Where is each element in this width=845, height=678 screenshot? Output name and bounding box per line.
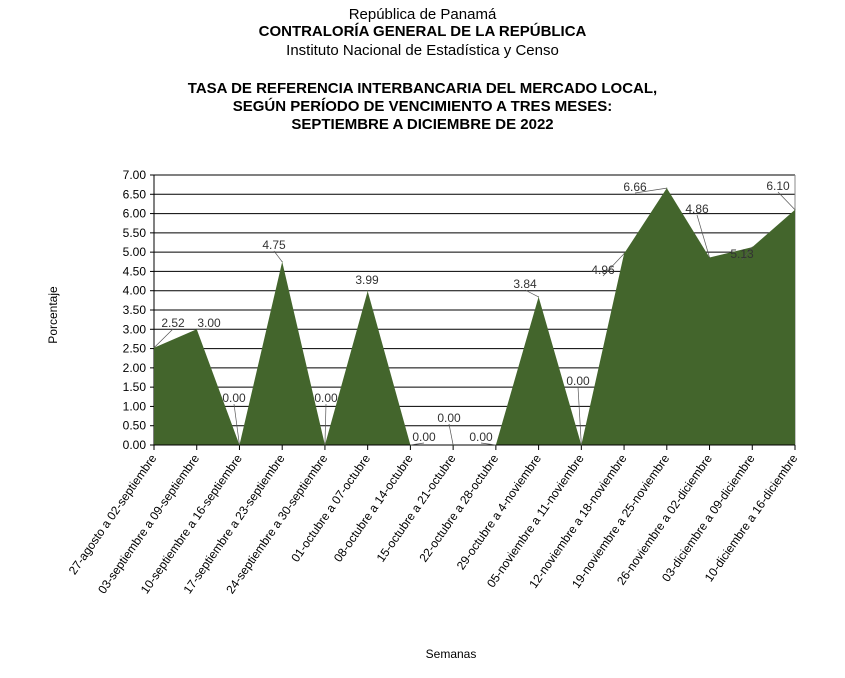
leader-line [448, 423, 454, 446]
y-tick-label: 2.00 [123, 361, 147, 375]
x-tick-label: 27-agosto a 02-septiembre [66, 451, 160, 577]
y-tick-label: 6.00 [123, 207, 147, 221]
data-label: 0.00 [566, 374, 590, 388]
header-contraloria: CONTRALORÍA GENERAL DE LA REPÚBLICA [258, 23, 587, 40]
leader-line [634, 187, 667, 194]
data-point [367, 290, 369, 292]
leader-line [273, 250, 283, 262]
data-label: 3.99 [355, 273, 379, 287]
data-label: 2.52 [161, 316, 185, 330]
y-tick-label: 0.50 [123, 419, 147, 433]
data-label: 0.00 [222, 391, 246, 405]
y-tick-label: 5.50 [123, 226, 147, 240]
data-label: 4.86 [685, 202, 709, 216]
x-tick-label: 08-octubre a 14-octubre [331, 451, 416, 564]
data-label: 3.84 [513, 277, 537, 291]
y-axis-label: Porcentaje [46, 286, 60, 344]
leader-line [696, 214, 710, 258]
x-tick-label: 29-octubre a 4-noviembre [454, 451, 544, 572]
leader-line [153, 328, 174, 349]
y-tick-label: 3.50 [123, 303, 147, 317]
y-tick-label: 1.00 [123, 399, 147, 413]
y-tick-label: 0.00 [123, 438, 147, 452]
x-tick-label: 15-octubre a 21-octubre [374, 451, 459, 564]
x-axis-label: Semanas [426, 647, 477, 661]
leader-line [480, 442, 496, 446]
y-tick-label: 4.50 [123, 264, 147, 278]
leader-line [602, 253, 625, 277]
area-series [154, 188, 795, 445]
leader-line [741, 246, 753, 261]
x-tick-label: 22-octubre a 28-octubre [416, 451, 501, 564]
leader-line [524, 289, 539, 298]
chart-title: TASA DE REFERENCIA INTERBANCARIA DEL MER… [0, 80, 845, 134]
leader-line [410, 442, 425, 446]
data-label: 6.10 [766, 179, 790, 193]
y-tick-label: 7.00 [123, 168, 147, 182]
data-label: 0.00 [314, 391, 338, 405]
leader-line [324, 403, 327, 446]
chart-title-line3: SEPTIEMBRE A DICIEMBRE DE 2022 [291, 116, 554, 133]
header-inec: Instituto Nacional de Estadística y Cens… [286, 42, 559, 59]
data-label: 4.96 [591, 263, 615, 277]
chart-title-line2: SEGÚN PERÍODO DE VENCIMIENTO A TRES MESE… [232, 98, 613, 115]
y-tick-label: 2.50 [123, 342, 147, 356]
leader-line [777, 191, 796, 210]
data-label: 0.00 [437, 411, 461, 425]
y-tick-label: 4.00 [123, 284, 147, 298]
data-label: 6.66 [623, 180, 647, 194]
data-label: 4.75 [262, 238, 286, 252]
chart-title-line1: TASA DE REFERENCIA INTERBANCARIA DEL MER… [187, 80, 658, 97]
header-republic: República de Panamá [348, 6, 497, 23]
x-tick-label: 01-octubre a 07-octubre [288, 451, 373, 564]
y-tick-label: 5.00 [123, 245, 147, 259]
y-tick-label: 6.50 [123, 187, 147, 201]
data-label: 0.00 [412, 430, 436, 444]
y-tick-label: 3.00 [123, 322, 147, 336]
data-label: 3.00 [197, 316, 221, 330]
data-label: 5.13 [730, 247, 754, 261]
leader-line [577, 386, 582, 446]
y-tick-label: 1.50 [123, 380, 147, 394]
leader-line [233, 403, 240, 446]
data-label: 0.00 [469, 430, 493, 444]
